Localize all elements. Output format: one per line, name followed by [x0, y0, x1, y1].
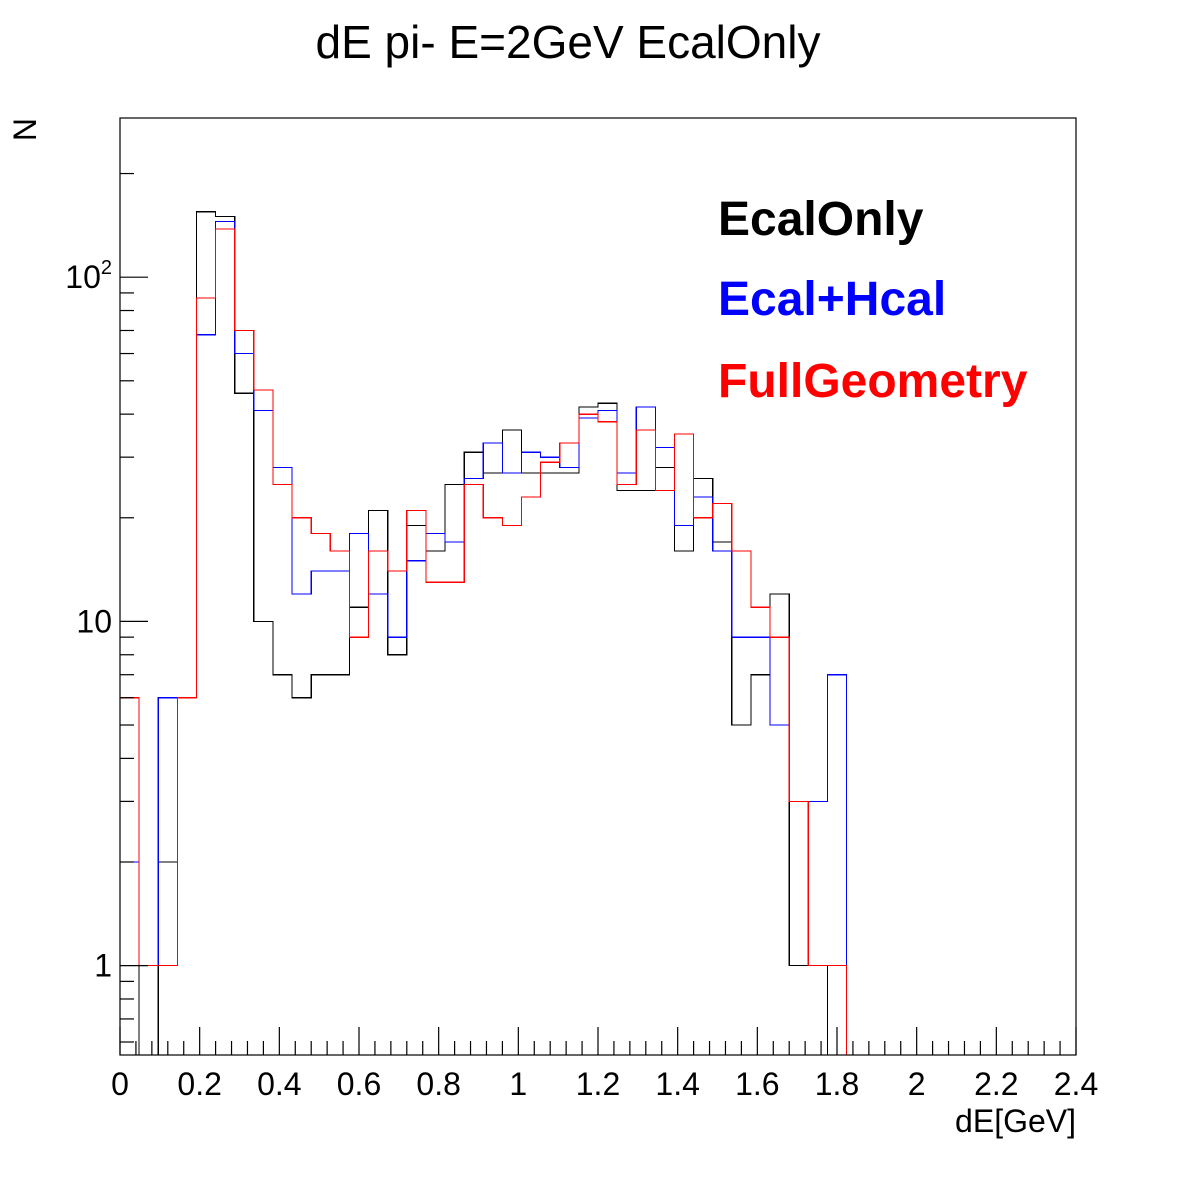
x-tick-label: 0.4 [257, 1066, 301, 1102]
y-axis-title: N [7, 118, 43, 141]
series-line-fullgeometry [120, 228, 1076, 1056]
x-tick-label: 1.6 [735, 1066, 779, 1102]
legend-entry-ecal-hcal: Ecal+Hcal [718, 273, 946, 326]
legend: EcalOnly Ecal+Hcal FullGeometry [718, 193, 1028, 408]
x-tick-label: 1.2 [576, 1066, 620, 1102]
legend-entry-fullgeometry: FullGeometry [718, 355, 1028, 408]
plot-frame [119, 117, 1077, 1056]
x-tick-label: 1 [509, 1066, 527, 1102]
x-tick-label: 2.4 [1054, 1066, 1098, 1102]
x-tick-label: 0.8 [416, 1066, 460, 1102]
x-tick-label: 0.6 [337, 1066, 381, 1102]
chart-title: dE pi- E=2GeV EcalOnly [316, 16, 821, 68]
x-axis-title: dE[GeV] [955, 1103, 1076, 1139]
y-tick-label: 1 [94, 948, 112, 984]
series-line-ecalonly [120, 211, 1076, 1056]
series-line-ecal-hcal [120, 221, 1076, 1056]
y-tick-label: 10 [76, 603, 112, 639]
x-tick-label: 2 [908, 1066, 926, 1102]
axes: 0 0.2 0.4 0.6 0.8 1 1.2 1.4 1.6 1.8 2 2.2 2.4 1 10 102 [65, 172, 1098, 1102]
x-tick-label: 1.8 [815, 1066, 859, 1102]
x-tick-label: 1.4 [655, 1066, 699, 1102]
x-tick-label: 2.2 [974, 1066, 1018, 1102]
legend-entry-ecalonly: EcalOnly [718, 193, 924, 246]
histogram-lines [120, 211, 1076, 1056]
x-tick-label: 0.2 [177, 1066, 221, 1102]
y-tick-label: 102 [65, 257, 112, 295]
x-tick-label: 0 [111, 1066, 129, 1102]
